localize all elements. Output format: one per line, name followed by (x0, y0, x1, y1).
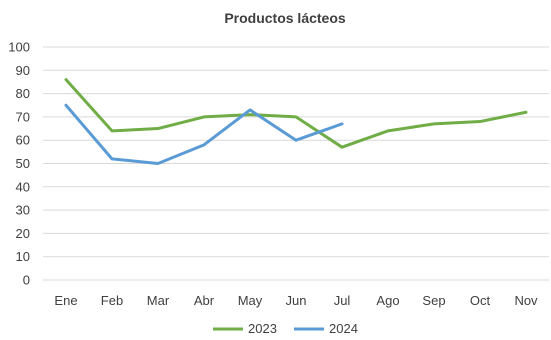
x-tick-label: Oct (470, 293, 491, 308)
x-tick-label: Mar (147, 293, 170, 308)
x-tick-label: Feb (101, 293, 123, 308)
y-tick-label: 80 (16, 86, 30, 101)
y-axis-tick-labels: 0 10 20 30 40 50 60 70 80 90 100 (8, 40, 30, 288)
legend-label-2024: 2024 (329, 321, 358, 336)
gridlines (43, 46, 549, 281)
y-tick-label: 0 (23, 273, 30, 288)
series-lines (64, 78, 528, 165)
chart-title: Productos lácteos (224, 10, 346, 26)
x-tick-label: Ago (376, 293, 399, 308)
y-tick-label: 30 (16, 203, 30, 218)
y-tick-label: 20 (16, 226, 30, 241)
series-line-2023 (64, 78, 528, 149)
x-tick-label: Abr (194, 293, 215, 308)
x-tick-label: Sep (422, 293, 445, 308)
series-line-2024 (64, 103, 344, 165)
x-tick-label: Ene (54, 293, 77, 308)
x-tick-label: Nov (514, 293, 538, 308)
legend: 2023 2024 (213, 321, 358, 336)
x-tick-label: May (238, 293, 263, 308)
legend-label-2023: 2023 (248, 321, 277, 336)
x-tick-label: Jun (286, 293, 307, 308)
x-axis-tick-labels: Ene Feb Mar Abr May Jun Jul Ago Sep Oct Nov (54, 293, 538, 308)
y-tick-label: 60 (16, 133, 30, 148)
y-tick-label: 10 (16, 249, 30, 264)
y-tick-label: 50 (16, 156, 30, 171)
y-tick-label: 70 (16, 109, 30, 124)
y-tick-label: 100 (8, 40, 30, 55)
y-tick-label: 90 (16, 63, 30, 78)
x-tick-label: Jul (334, 293, 351, 308)
y-tick-label: 40 (16, 179, 30, 194)
